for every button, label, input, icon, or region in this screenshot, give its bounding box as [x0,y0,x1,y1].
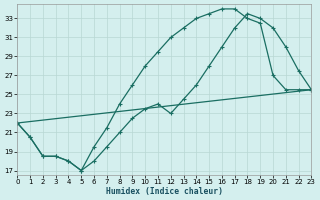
X-axis label: Humidex (Indice chaleur): Humidex (Indice chaleur) [106,187,223,196]
